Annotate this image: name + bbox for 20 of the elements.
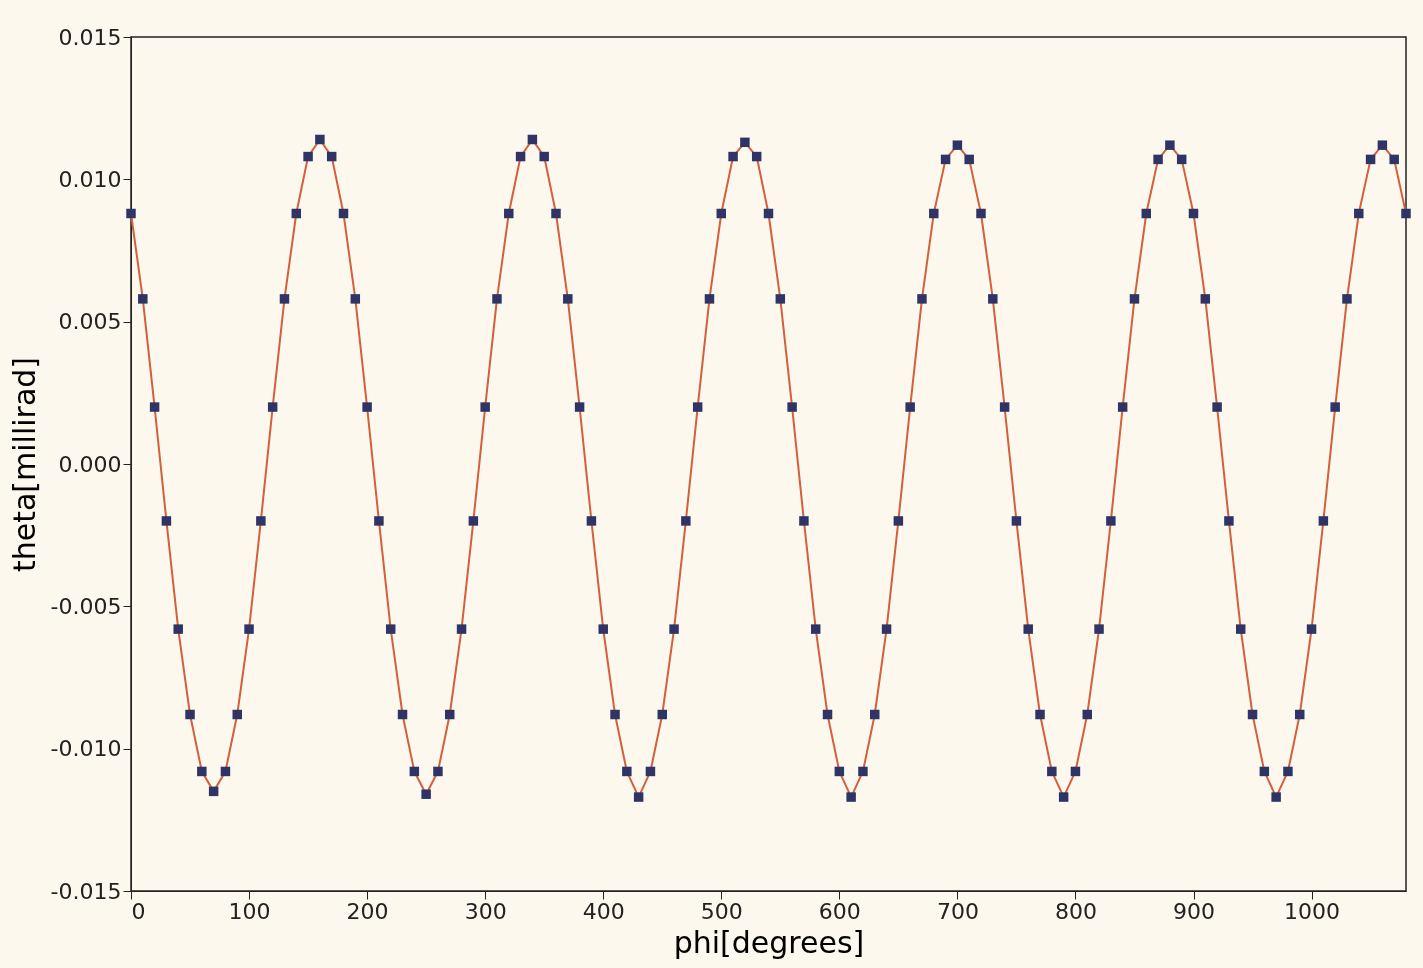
x-axis-title: phi[degrees] bbox=[673, 924, 865, 960]
x-tick-label: 100 bbox=[228, 898, 271, 924]
y-tick-label: -0.010 bbox=[50, 736, 122, 762]
y-tick-label: -0.005 bbox=[50, 593, 122, 619]
x-tick-label: 200 bbox=[346, 898, 389, 924]
y-tick-label: 0.010 bbox=[58, 166, 122, 192]
x-tick-label: 1000 bbox=[1284, 898, 1341, 924]
x-tick-label: 400 bbox=[582, 898, 625, 924]
y-tick-label: -0.015 bbox=[50, 878, 122, 904]
x-tick-label: 0 bbox=[131, 898, 146, 924]
x-tick-label: 300 bbox=[464, 898, 507, 924]
x-tick-label: 700 bbox=[936, 898, 979, 924]
x-tick-label: 500 bbox=[700, 898, 743, 924]
y-tick-label: 0.000 bbox=[58, 451, 122, 477]
y-axis-title: theta[millirad] bbox=[6, 356, 42, 573]
x-tick-label: 800 bbox=[1054, 898, 1097, 924]
y-tick-label: 0.015 bbox=[58, 24, 122, 50]
x-tick-label: 600 bbox=[818, 898, 861, 924]
y-tick-label: 0.005 bbox=[58, 309, 122, 335]
x-tick-label: 900 bbox=[1173, 898, 1215, 924]
